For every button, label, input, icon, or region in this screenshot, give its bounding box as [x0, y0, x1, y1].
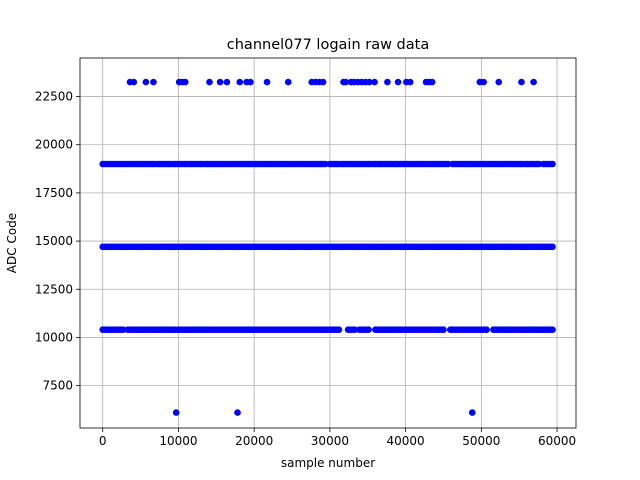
data-point: [172, 409, 180, 416]
y-tick-label: 7500: [42, 379, 73, 393]
data-point: [371, 78, 378, 86]
y-tick-label: 12500: [35, 282, 73, 296]
chart-title: channel077 logain raw data: [227, 37, 429, 53]
data-point: [440, 326, 447, 334]
data-point: [530, 78, 537, 86]
y-tick-label: 10000: [35, 330, 73, 344]
plot-frame: [79, 57, 577, 429]
y-tick-label: 20000: [35, 138, 73, 152]
data-point: [150, 78, 157, 86]
x-tick-label: 0: [99, 434, 107, 448]
data-point: [319, 78, 327, 86]
y-axis-label: ADC Code: [5, 213, 19, 273]
data-point: [549, 160, 556, 168]
data-point: [335, 326, 343, 334]
data-point: [130, 78, 138, 86]
data-point: [181, 78, 189, 86]
data-point: [518, 78, 525, 86]
data-point: [483, 326, 490, 334]
data-point: [234, 409, 241, 416]
x-tick-label: 10000: [159, 434, 197, 448]
x-axis-label: sample number: [281, 456, 375, 470]
x-tick-label: 30000: [311, 434, 349, 448]
data-point: [480, 78, 487, 86]
data-point: [394, 78, 402, 86]
y-tick-label: 22500: [35, 90, 73, 104]
data-point: [247, 78, 254, 86]
data-point: [263, 78, 271, 86]
data-point: [428, 78, 436, 86]
grid-lines: [80, 58, 576, 428]
y-tick-label: 17500: [35, 186, 73, 200]
x-tick-label: 20000: [235, 434, 273, 448]
data-point: [549, 326, 556, 334]
data-points: [99, 78, 556, 416]
data-point: [406, 78, 414, 86]
data-point: [223, 78, 231, 86]
data-point: [384, 78, 391, 86]
data-point: [495, 78, 503, 86]
data-point: [549, 243, 556, 251]
y-tick-label: 15000: [35, 234, 73, 248]
x-tick-label: 40000: [387, 434, 425, 448]
data-point: [206, 78, 213, 86]
data-point: [216, 78, 224, 86]
data-point: [284, 78, 292, 86]
data-point: [365, 326, 372, 334]
data-point: [468, 409, 476, 416]
data-point: [236, 78, 244, 86]
x-tick-label: 50000: [462, 434, 500, 448]
axis-ticks: 0 10000 20000 30000 40000 50000 60000 7500 10000…: [35, 90, 576, 448]
data-point: [142, 78, 150, 86]
x-tick-label: 60000: [538, 434, 576, 448]
